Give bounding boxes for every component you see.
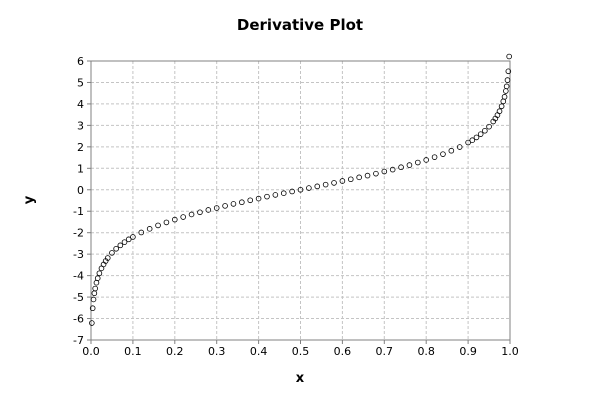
data-point	[406, 162, 413, 168]
data-point	[473, 134, 480, 141]
chart-title: Derivative Plot	[237, 16, 363, 34]
data-point	[230, 201, 237, 207]
data-point	[339, 178, 346, 184]
data-point	[188, 211, 195, 218]
y-tick-label: 1	[77, 162, 84, 175]
y-tick-label: 5	[77, 76, 84, 89]
data-point	[469, 137, 476, 143]
data-point	[155, 222, 161, 229]
data-point	[125, 236, 132, 243]
data-point	[506, 53, 512, 60]
data-point	[496, 108, 503, 115]
x-tick-label: 0.6	[334, 345, 352, 358]
y-axis-label: y	[22, 195, 37, 204]
x-tick-label: 0.2	[166, 345, 184, 358]
data-point	[415, 159, 421, 166]
y-tick-label: -5	[73, 291, 84, 304]
data-point	[247, 197, 254, 204]
data-point	[272, 192, 279, 198]
data-point	[477, 131, 484, 137]
x-tick-label: 0.5	[292, 345, 310, 358]
data-point	[289, 188, 295, 195]
data-point	[121, 239, 128, 245]
y-tick-label: 0	[77, 184, 84, 197]
data-point	[331, 180, 337, 186]
data-point	[113, 245, 119, 252]
data-point	[117, 242, 124, 249]
y-tick-label: 3	[77, 119, 84, 132]
data-point	[146, 226, 153, 232]
data-point	[465, 139, 471, 146]
data-point	[306, 185, 312, 191]
x-tick-label: 0.9	[459, 345, 477, 358]
data-point	[89, 320, 95, 326]
data-point	[423, 157, 430, 163]
data-point	[90, 296, 97, 303]
data-point	[109, 250, 115, 256]
data-point	[389, 166, 396, 173]
data-point	[89, 305, 96, 312]
x-tick-label: 0.8	[417, 345, 435, 358]
data-point	[205, 207, 212, 213]
y-tick-label: -1	[73, 205, 84, 218]
data-point	[503, 83, 510, 90]
data-point	[504, 77, 511, 83]
data-point	[92, 285, 98, 292]
data-point	[213, 205, 220, 211]
x-tick-label: 0.3	[208, 345, 226, 358]
data-point	[314, 183, 321, 190]
data-point	[255, 195, 262, 202]
data-point	[381, 168, 388, 175]
data-point	[104, 255, 111, 261]
data-point	[322, 181, 329, 188]
data-point	[172, 216, 178, 223]
data-point	[222, 203, 228, 209]
y-tick-label: -6	[73, 313, 84, 326]
data-point	[505, 68, 512, 75]
x-tick-label: 0.1	[124, 345, 142, 358]
data-point	[197, 209, 203, 216]
data-point	[448, 147, 455, 154]
data-point	[94, 275, 101, 281]
x-axis-label: x	[296, 371, 305, 386]
data-point	[364, 172, 371, 179]
data-point	[498, 103, 505, 110]
data-point	[180, 214, 186, 220]
data-point	[297, 186, 304, 193]
x-tick-label: 0.4	[250, 345, 268, 358]
y-tick-label: -4	[73, 270, 84, 283]
data-point	[280, 190, 287, 197]
data-point	[431, 154, 438, 160]
data-point	[482, 127, 488, 134]
data-point	[501, 94, 508, 100]
data-point	[347, 176, 354, 183]
data-point	[264, 193, 270, 200]
data-point	[398, 164, 404, 171]
plot-area: 0.0 0.1 0.2 0.3 0.4 0.5 0.6 0.7 0.8 0.9 1.0 -7 -6 -5 -…	[73, 53, 519, 358]
x-tick-label: 0.0	[82, 345, 100, 358]
data-point	[163, 219, 170, 226]
data-point	[486, 123, 492, 130]
data-point	[239, 199, 245, 206]
data-point	[96, 270, 103, 277]
y-tick-label: 4	[77, 98, 84, 111]
data-point	[440, 151, 446, 157]
data-point	[130, 234, 136, 240]
y-tick-label: -7	[73, 334, 84, 347]
data-point	[138, 229, 145, 236]
data-point	[456, 144, 463, 150]
y-tick-label: -2	[73, 227, 84, 240]
data-point	[373, 170, 379, 177]
data-point	[356, 174, 362, 181]
y-tick-label: 6	[77, 55, 84, 68]
y-tick-label: 2	[77, 141, 84, 154]
y-tick-label: -3	[73, 248, 84, 261]
x-tick-label: 0.7	[376, 345, 394, 358]
x-tick-label: 1.0	[501, 345, 519, 358]
